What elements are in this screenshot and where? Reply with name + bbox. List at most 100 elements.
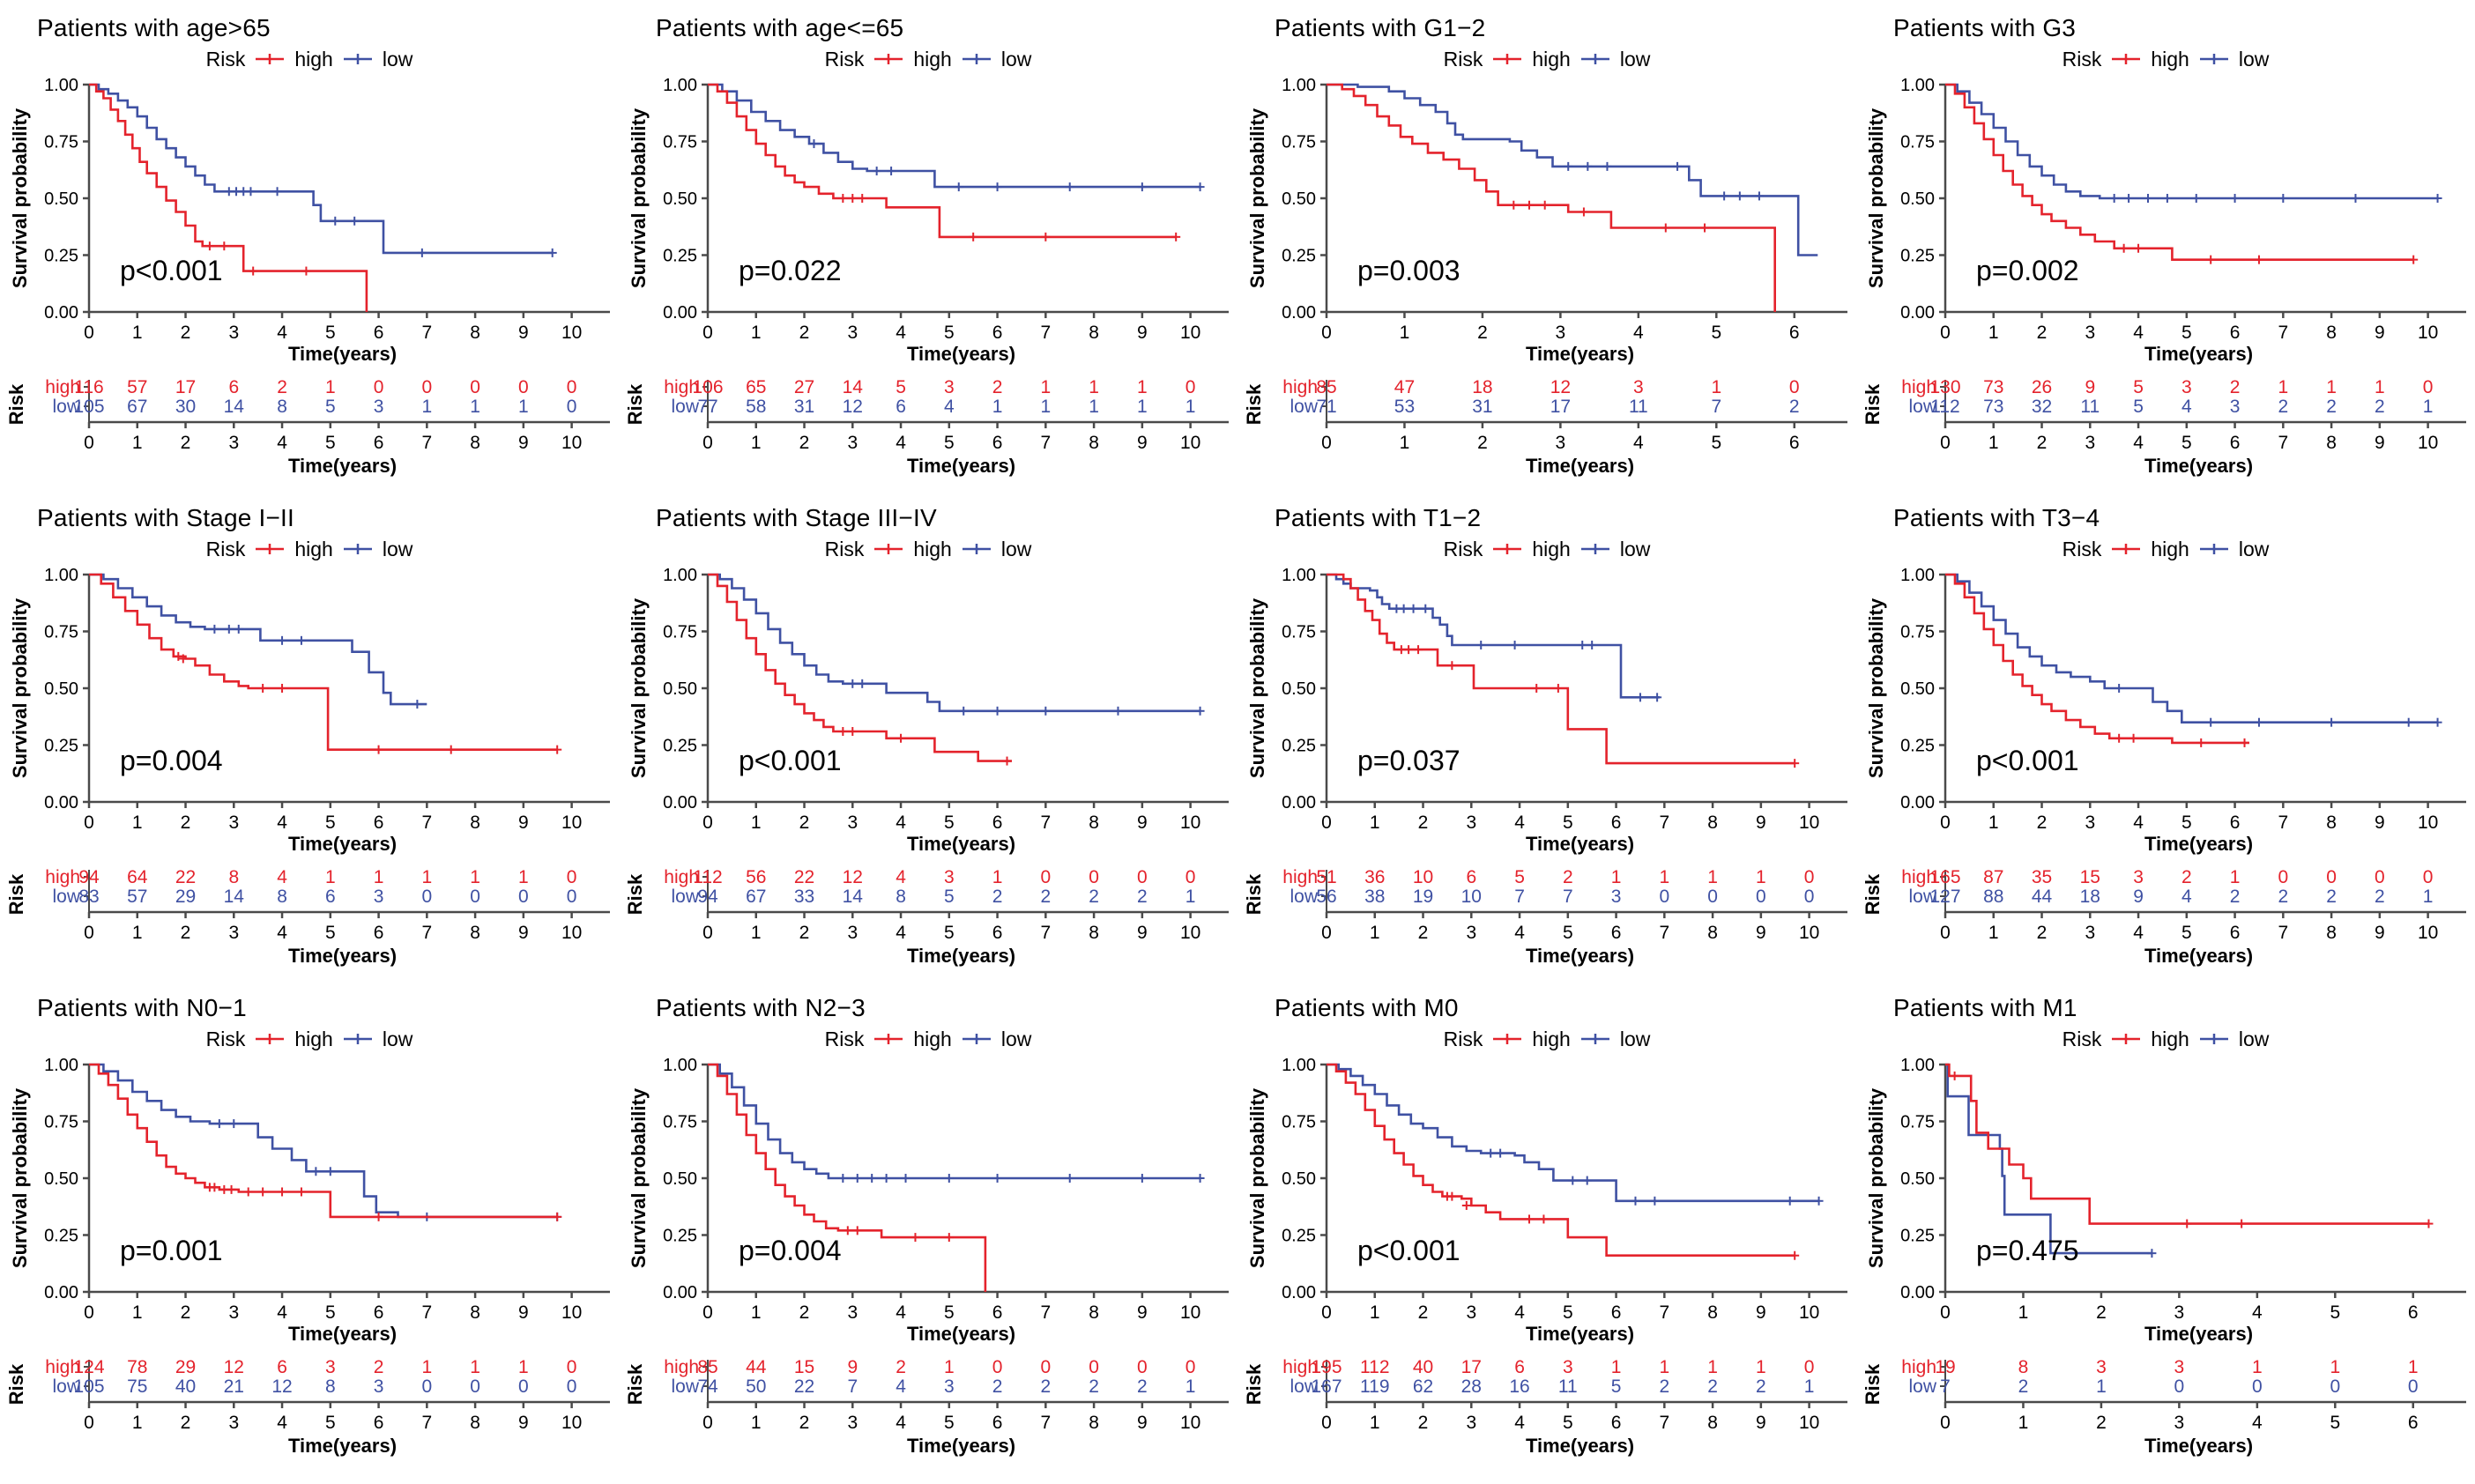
at-risk-count: 105: [73, 1376, 104, 1397]
at-risk-count: 0: [2326, 867, 2337, 887]
high-row-label: high: [45, 867, 80, 887]
x-tick-label: 1: [1988, 812, 1999, 833]
high-legend-marker: [1493, 544, 1522, 554]
risk-table-title: Risk: [624, 1363, 646, 1405]
high-at-risk-row: 85 44 15 9 2 1 0 0 0 0 0: [697, 1357, 1195, 1377]
survival-plot-svg: 1.00 0.75 0.50 0.25 0.00 Survival probability…: [1865, 566, 2466, 855]
low-legend-marker: [1580, 1034, 1609, 1044]
y-axis-label: Survival probability: [1246, 108, 1268, 288]
at-risk-count: 1: [2423, 397, 2434, 417]
x-tick-label: 6: [992, 433, 1003, 453]
x-tick-label: 0: [84, 923, 94, 943]
x-tick-label: 0: [84, 1302, 94, 1323]
x-tick-label: 0: [1321, 433, 1332, 453]
panel-legend: Risk high low: [5, 534, 613, 564]
y-tick-label: 0.50: [1282, 1169, 1316, 1189]
p-value-label: p=0.001: [120, 1235, 223, 1266]
p-value-label: p=0.003: [1357, 255, 1460, 286]
x-tick-label: 4: [277, 323, 287, 343]
x-axis-label: Time(years): [907, 833, 1015, 855]
x-tick-label: 8: [1089, 1302, 1099, 1323]
at-risk-count: 1: [518, 867, 529, 887]
at-risk-count: 112: [1930, 397, 1959, 417]
x-tick-label: 1: [1988, 923, 1999, 943]
x-axis-label: Time(years): [907, 1323, 1015, 1345]
high-at-risk-row: 130 73 26 9 5 3 2 1 1 1 0: [1929, 377, 2433, 397]
low-at-risk-row: 83 57 29 14 8 6 3 0 0 0 0: [78, 887, 576, 907]
x-tick-label: 8: [1089, 1413, 1099, 1433]
at-risk-count: 56: [1316, 887, 1336, 907]
high-legend-marker: [1493, 1034, 1522, 1044]
high-at-risk-row: 19 8 3 3 1 1 1: [1935, 1357, 2418, 1377]
at-risk-count: 0: [567, 867, 577, 887]
at-risk-count: 1: [2408, 1357, 2419, 1377]
at-risk-count: 8: [325, 1376, 336, 1397]
at-risk-count: 15: [2080, 867, 2100, 887]
x-tick-label: 6: [1789, 433, 1800, 453]
at-risk-count: 67: [127, 397, 147, 417]
high-row-label: high: [664, 867, 699, 887]
y-tick-label: 0.25: [1282, 1227, 1316, 1246]
at-risk-count: 2: [2181, 867, 2192, 887]
risk-table-title: Risk: [5, 873, 27, 915]
at-risk-count: 40: [1413, 1357, 1433, 1377]
x-tick-label: 5: [2181, 323, 2192, 343]
at-risk-count: 53: [1394, 397, 1415, 417]
at-risk-count: 0: [1040, 1357, 1051, 1377]
x-tick-label: 0: [702, 812, 713, 833]
x-axis-label: Time(years): [288, 455, 397, 477]
high-censor-marks: [1950, 1071, 2434, 1228]
x-tick-label: 7: [2278, 323, 2288, 343]
at-risk-count: 0: [567, 1357, 577, 1377]
low-at-risk-row: 112 73 32 11 5 4 3 2 2 2 1: [1930, 397, 2433, 417]
legend-item-low: low: [1000, 1027, 1032, 1050]
risk-table-title: Risk: [1243, 1363, 1265, 1405]
at-risk-count: 2: [2375, 887, 2385, 907]
legend-title: Risk: [824, 1027, 865, 1050]
high-at-risk-row: 112 56 22 12 4 3 1 0 0 0 0: [693, 867, 1195, 887]
at-risk-count: 3: [2096, 1357, 2107, 1377]
x-tick-label: 2: [181, 923, 191, 943]
x-tick-label: 8: [1089, 923, 1099, 943]
at-risk-count: 38: [1364, 887, 1385, 907]
risk-table-title: Risk: [1243, 383, 1265, 425]
at-risk-count: 0: [2423, 377, 2434, 397]
x-tick-label: 9: [1137, 923, 1148, 943]
y-tick-label: 0.75: [663, 1113, 697, 1132]
x-tick-label: 5: [325, 923, 336, 943]
high-curve: [89, 573, 558, 751]
at-risk-count: 4: [277, 867, 287, 887]
x-tick-label: 2: [2096, 1302, 2107, 1323]
at-risk-count: 1: [2423, 887, 2434, 907]
legend-title: Risk: [205, 47, 246, 70]
at-risk-count: 8: [896, 887, 906, 907]
x-tick-label: 0: [702, 433, 713, 453]
at-risk-count: 33: [794, 887, 814, 907]
legend-item-low: low: [382, 1027, 413, 1050]
at-risk-count: 1: [470, 397, 480, 417]
at-risk-count: 3: [944, 1376, 955, 1397]
at-risk-count: 8: [277, 397, 287, 417]
at-risk-count: 4: [896, 1376, 906, 1397]
at-risk-count: 56: [746, 867, 766, 887]
at-risk-count: 6: [896, 397, 906, 417]
low-at-risk-row: 94 67 33 14 8 5 2 2 2 2 1: [697, 887, 1195, 907]
at-risk-count: 1: [1659, 1357, 1669, 1377]
x-tick-label: 9: [1756, 1302, 1766, 1323]
x-tick-label: 0: [1321, 923, 1332, 943]
high-legend-marker: [874, 544, 903, 554]
y-tick-label: 0.75: [1900, 1113, 1935, 1132]
y-tick-label: 0.00: [1900, 303, 1935, 323]
y-tick-label: 0.00: [1282, 303, 1316, 323]
y-tick-label: 0.25: [1900, 247, 1935, 266]
panel-title: Patients with age>65: [37, 14, 271, 41]
x-tick-label: 7: [421, 923, 432, 943]
x-tick-label: 10: [1799, 1413, 1819, 1433]
at-risk-count: 4: [944, 397, 955, 417]
km-panel-11: Patients with M0 Risk high low 1.00 0.75 0.50 0…: [1238, 980, 1856, 1470]
at-risk-count: 119: [1360, 1376, 1389, 1397]
x-tick-label: 7: [421, 1413, 432, 1433]
low-legend-marker: [962, 544, 991, 554]
